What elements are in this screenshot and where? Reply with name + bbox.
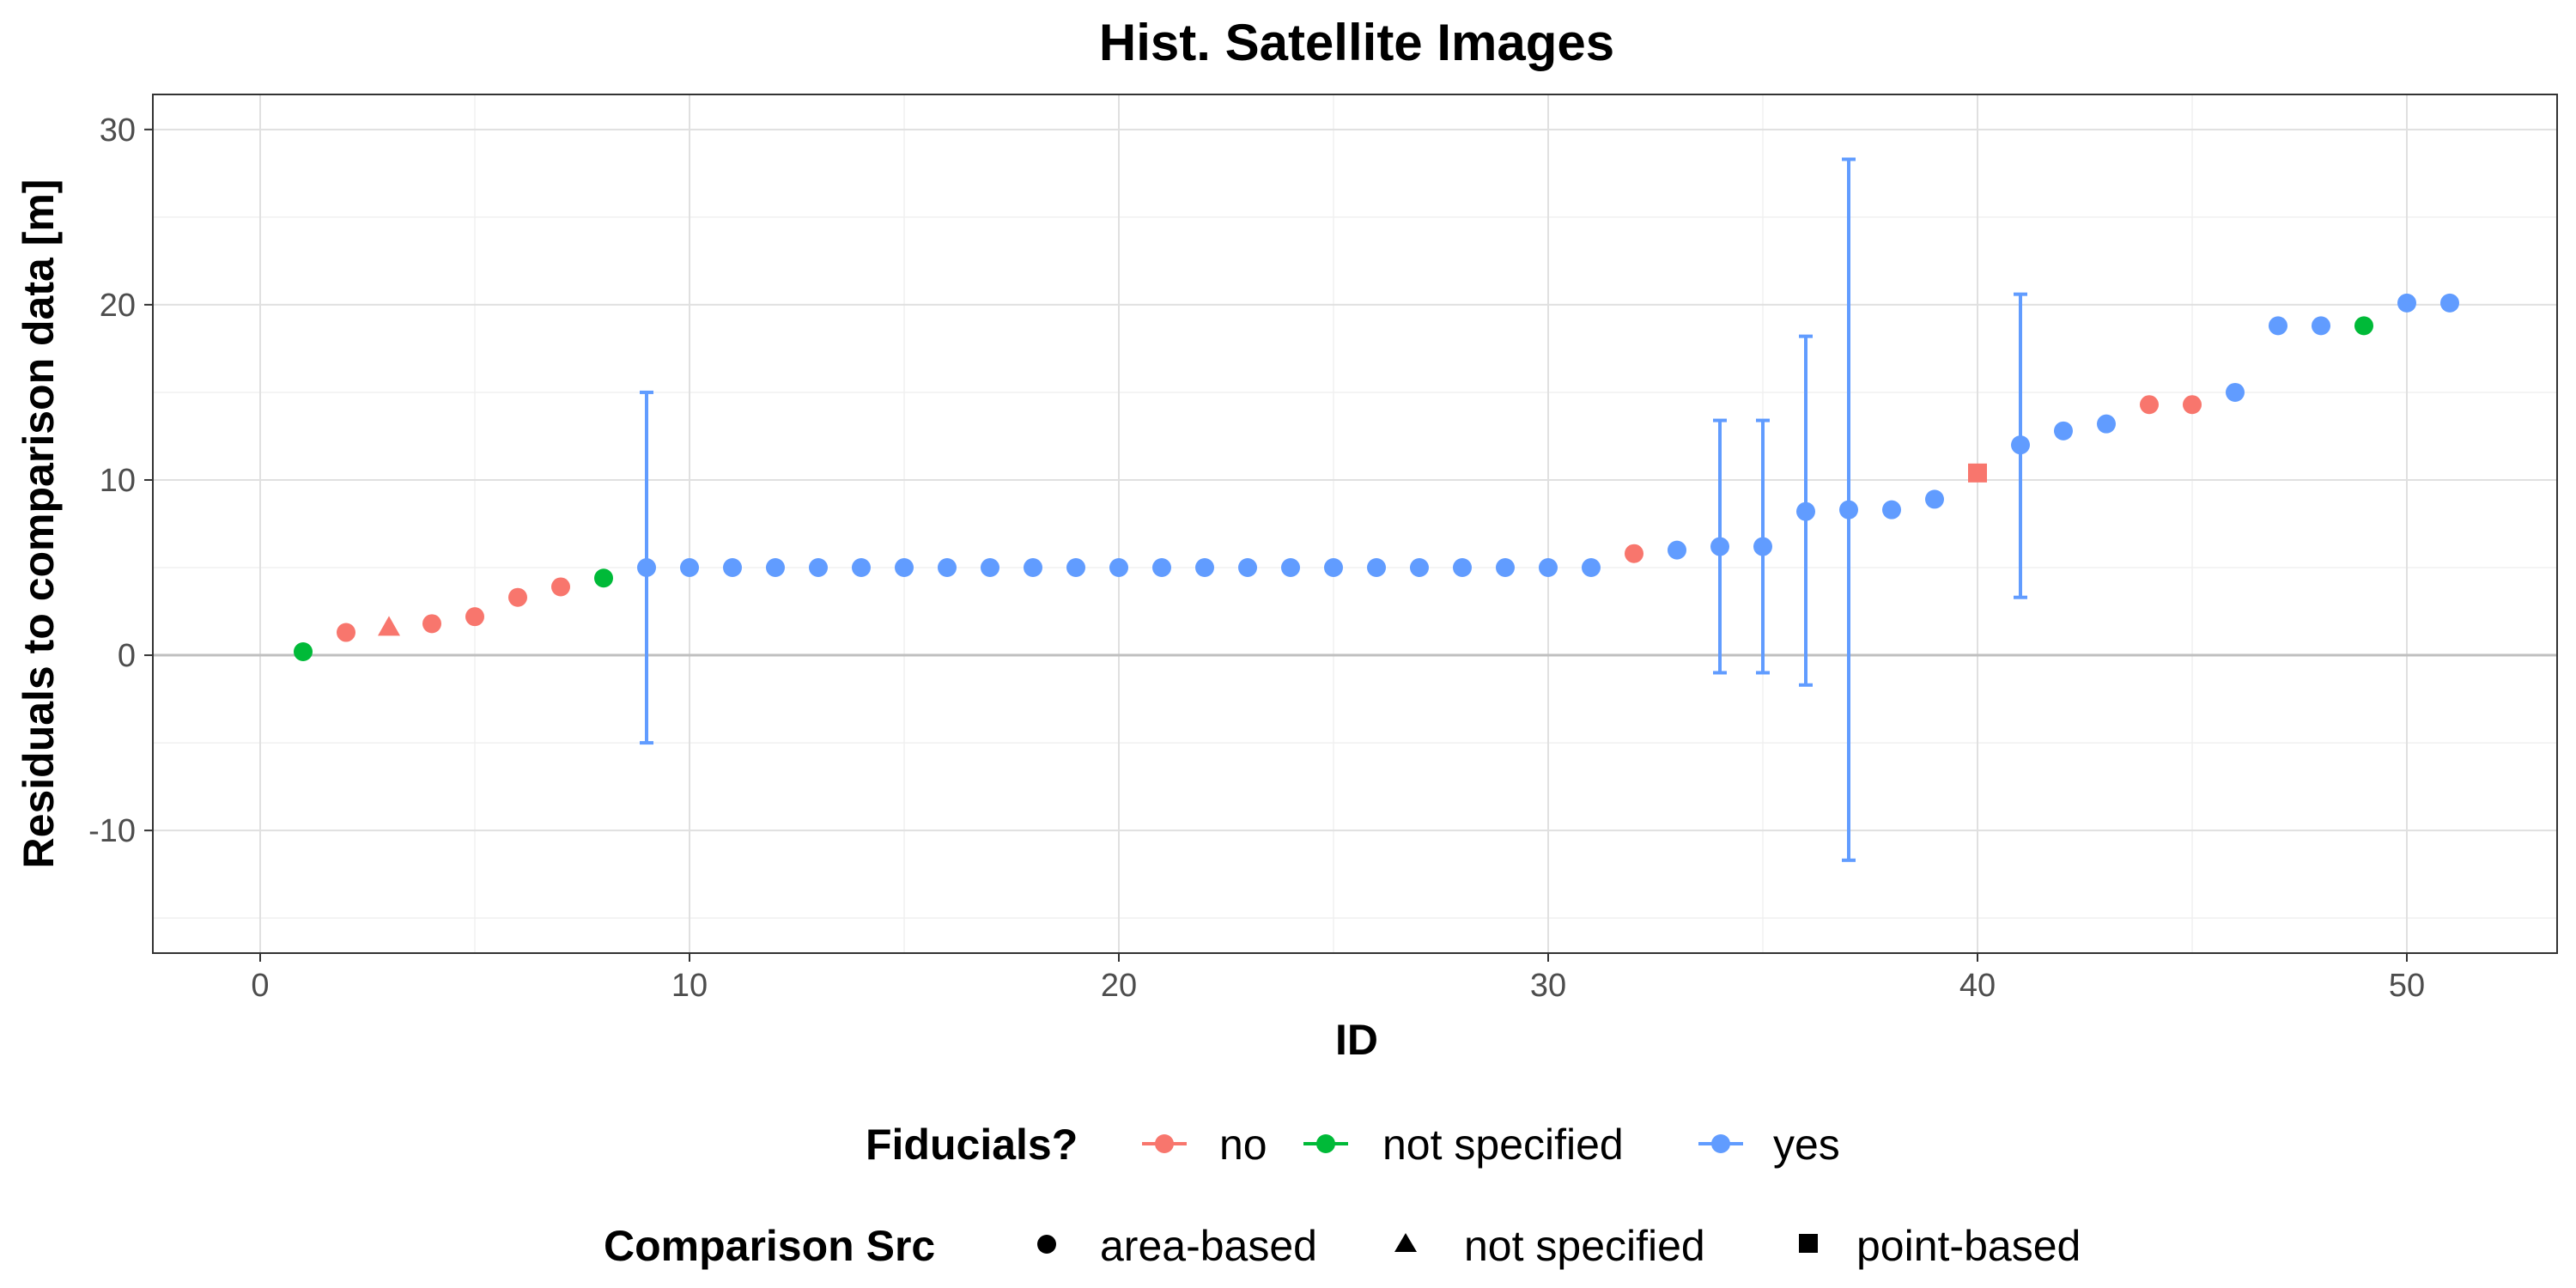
data-point <box>1710 537 1729 556</box>
legend-label-yes: yes <box>1773 1121 1840 1169</box>
grid-major <box>153 94 2557 953</box>
x-tick-label: 40 <box>1959 968 1996 1004</box>
data-point <box>1839 500 1858 519</box>
data-point <box>1968 463 1987 483</box>
data-point <box>1281 558 1300 578</box>
data-point <box>1625 544 1643 563</box>
y-tick-label: 30 <box>100 112 136 149</box>
data-point <box>551 577 570 597</box>
y-axis-title: Residuals to comparison data [m] <box>15 179 63 869</box>
legend-label-not-specified: not specified <box>1382 1121 1624 1169</box>
y-tick-label: -10 <box>88 813 136 849</box>
data-point <box>1410 558 1429 578</box>
data-point <box>1238 558 1257 578</box>
data-point <box>1539 558 1558 578</box>
data-point <box>465 607 484 627</box>
chart-title: Hist. Satellite Images <box>1099 14 1614 71</box>
data-point <box>2269 316 2287 336</box>
data-point <box>680 558 699 578</box>
data-point <box>2440 293 2459 313</box>
data-point <box>1668 540 1686 560</box>
data-point <box>895 558 914 578</box>
y-tick-label: 10 <box>100 463 136 499</box>
legend-key-not-specified <box>1303 1134 1348 1153</box>
data-point <box>938 558 957 578</box>
legend-key-yes <box>1698 1134 1743 1153</box>
data-point <box>2097 414 2116 434</box>
data-point <box>2397 293 2416 313</box>
points <box>294 293 2459 661</box>
legend-key-triangle <box>1394 1233 1417 1252</box>
panel-border <box>152 94 2558 954</box>
data-point <box>2183 395 2202 415</box>
data-point <box>1066 558 1085 578</box>
data-point <box>2054 421 2073 440</box>
data-point <box>723 558 742 578</box>
x-axis-ticks: 0 10 20 30 40 50 <box>251 953 2425 1004</box>
data-point <box>1496 558 1515 578</box>
data-point <box>378 616 400 636</box>
x-tick-label: 20 <box>1101 968 1137 1004</box>
grid-minor <box>153 94 2557 953</box>
x-tick-label: 30 <box>1530 968 1566 1004</box>
data-point <box>1195 558 1214 578</box>
data-point <box>981 558 999 578</box>
legend-fiducials: Fiducials? no not specified yes <box>866 1121 1840 1169</box>
data-point <box>1024 558 1042 578</box>
data-point <box>1109 558 1128 578</box>
legend-label-not-specified-src: not specified <box>1464 1222 1705 1270</box>
plot-panel <box>152 94 2558 954</box>
data-point <box>594 568 613 588</box>
x-tick-label: 50 <box>2389 968 2425 1004</box>
data-point <box>637 558 656 578</box>
x-tick-label: 0 <box>251 968 269 1004</box>
data-point <box>766 558 785 578</box>
legend-comparison-src-title: Comparison Src <box>604 1222 935 1270</box>
data-point <box>1796 501 1815 521</box>
legend-comparison-src: Comparison Src area-based not specified … <box>604 1222 2081 1270</box>
legend-label-area-based: area-based <box>1100 1222 1317 1270</box>
y-tick-label: 0 <box>118 638 136 674</box>
data-point <box>1925 489 1944 509</box>
data-point <box>2011 435 2030 455</box>
data-point <box>294 641 313 661</box>
legend-label-no: no <box>1219 1121 1267 1169</box>
data-point <box>337 623 355 642</box>
data-point <box>809 558 828 578</box>
x-axis-title: ID <box>1335 1016 1378 1064</box>
legend-key-no <box>1142 1134 1187 1153</box>
data-point <box>2354 316 2373 336</box>
legend-key-circle <box>1037 1235 1056 1254</box>
data-point <box>1753 537 1772 556</box>
x-tick-label: 10 <box>671 968 708 1004</box>
legend-key-square <box>1799 1234 1818 1253</box>
y-tick-label: 20 <box>100 288 136 324</box>
data-point <box>1152 558 1171 578</box>
legend-fiducials-title: Fiducials? <box>866 1121 1078 1169</box>
y-axis-ticks: -10 0 10 20 30 <box>88 112 153 849</box>
data-point <box>2312 316 2330 336</box>
data-point <box>1882 500 1901 519</box>
data-point <box>2140 395 2159 415</box>
data-point <box>852 558 871 578</box>
data-point <box>422 614 441 634</box>
data-point <box>1324 558 1343 578</box>
legend-label-point-based: point-based <box>1856 1222 2081 1270</box>
data-point <box>1582 558 1601 578</box>
data-point <box>2226 382 2245 402</box>
data-point <box>1453 558 1472 578</box>
data-point <box>1367 558 1386 578</box>
data-point <box>508 587 527 607</box>
